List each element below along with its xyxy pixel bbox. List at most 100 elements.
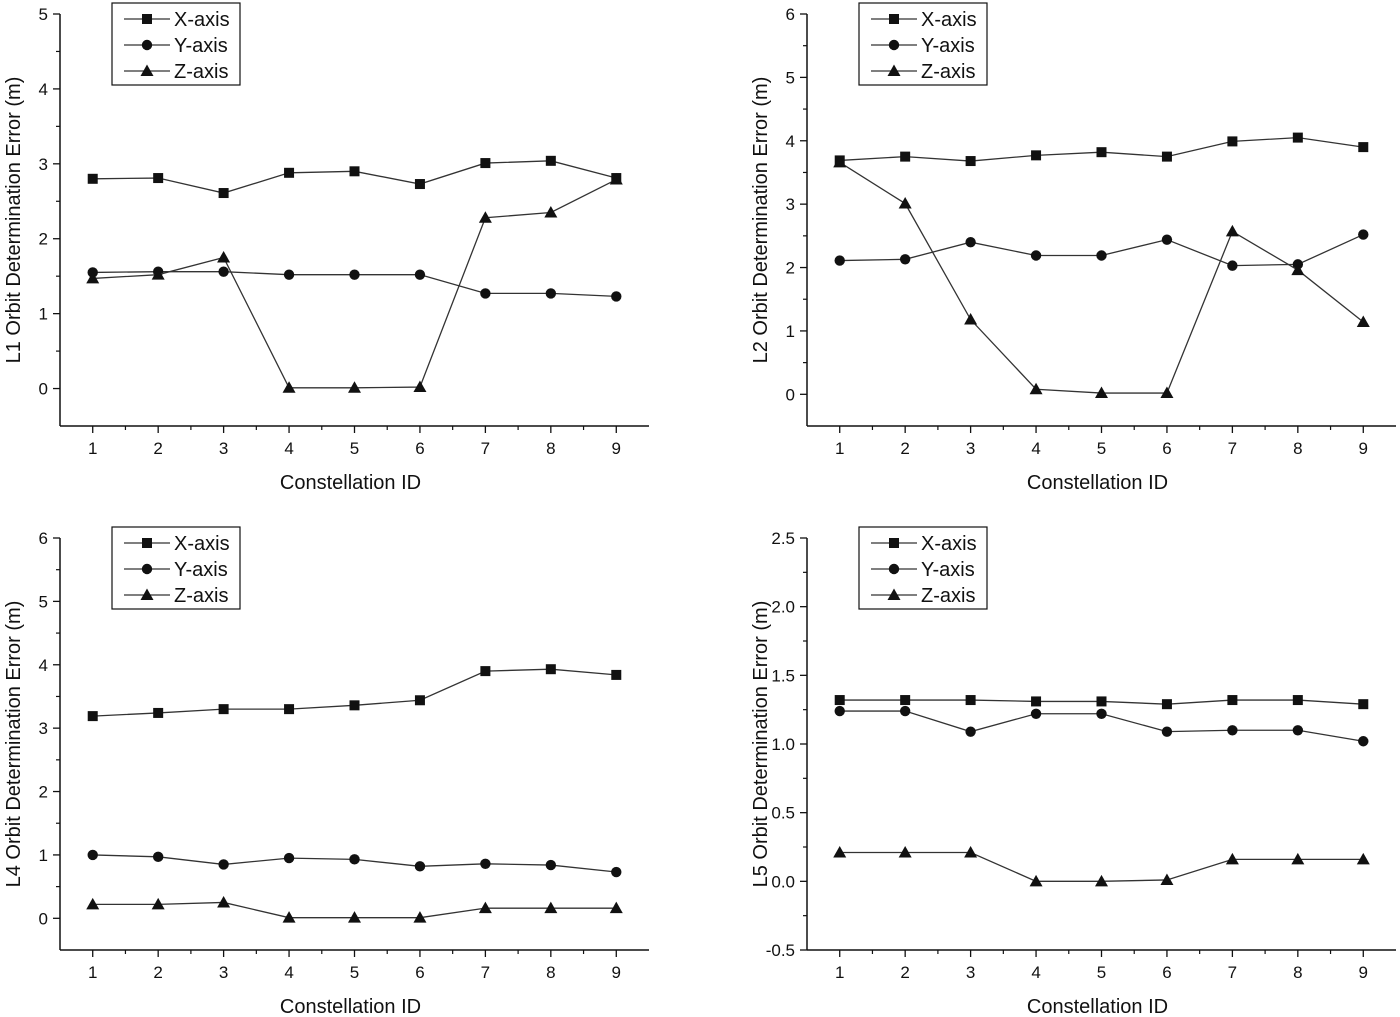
y-tick-label: 2 (786, 259, 795, 278)
x-tick-label: 2 (153, 439, 162, 458)
data-point (478, 901, 492, 914)
data-point (153, 707, 164, 718)
x-tick-label: 9 (612, 439, 621, 458)
y-tick-label: 5 (39, 592, 48, 611)
data-point (414, 861, 426, 872)
data-point (1161, 726, 1173, 737)
y-tick-label: 3 (39, 155, 48, 174)
data-point (153, 173, 164, 184)
data-point (898, 845, 912, 858)
x-tick-label: 3 (219, 439, 228, 458)
data-point (898, 197, 912, 209)
x-tick-label: 4 (1031, 963, 1040, 982)
data-point (1227, 695, 1238, 706)
legend-marker-circle (888, 39, 900, 51)
legend-label: X-axis (921, 9, 977, 31)
y-axis-label: L1 Orbit Determination Error (m) (3, 77, 25, 364)
legend-marker-circle (141, 39, 153, 51)
x-tick-label: 1 (88, 963, 97, 982)
data-point (900, 695, 911, 706)
data-point (86, 897, 100, 910)
x-tick-label: 9 (1359, 963, 1368, 982)
y-tick-label: 2 (39, 783, 48, 802)
y-tick-label: 1 (786, 322, 795, 341)
data-point (348, 381, 361, 393)
series-z-axis (86, 173, 623, 393)
x-tick-label: 6 (415, 439, 424, 458)
data-point (1291, 263, 1305, 276)
legend-label: Y-axis (174, 35, 228, 57)
x-tick-label: 5 (1097, 439, 1106, 458)
data-point (480, 158, 491, 169)
y-axis-label: L4 Orbit Determination Error (m) (3, 601, 25, 888)
data-point (217, 250, 231, 263)
data-point (1292, 695, 1303, 706)
x-tick-label: 5 (350, 963, 359, 982)
x-axis-label: Constellation ID (1027, 996, 1168, 1017)
data-point (609, 901, 623, 914)
data-point (611, 291, 622, 302)
data-point (1291, 852, 1305, 865)
legend-label: Z-axis (174, 585, 228, 607)
x-axis-label: Constellation ID (280, 996, 421, 1017)
series-y-axis (834, 705, 1369, 747)
data-point (1358, 699, 1369, 710)
data-point (1358, 229, 1369, 240)
data-point (834, 255, 845, 266)
data-point (964, 313, 978, 325)
data-point (609, 173, 623, 185)
data-point (283, 852, 295, 864)
x-tick-label: 4 (1031, 439, 1040, 458)
x-tick-label: 8 (546, 439, 555, 458)
legend-label: Y-axis (174, 559, 228, 581)
data-point (1161, 699, 1172, 710)
data-point (348, 911, 361, 923)
data-point (282, 911, 296, 923)
legend-marker-square (889, 538, 899, 548)
legend-label: Z-axis (174, 61, 228, 83)
series-line (839, 233, 1364, 267)
x-tick-label: 7 (481, 439, 490, 458)
x-tick-label: 4 (284, 963, 293, 982)
data-point (413, 380, 427, 393)
x-tick-label: 8 (546, 963, 555, 982)
data-point (349, 854, 360, 865)
data-point (349, 166, 360, 177)
data-point (283, 269, 295, 280)
data-point (965, 236, 976, 248)
legend-marker-triangle (887, 588, 901, 600)
data-point (1161, 151, 1172, 162)
y-tick-label: 2 (39, 230, 48, 249)
data-point (900, 151, 911, 162)
data-point (349, 269, 360, 280)
data-point (480, 666, 491, 677)
series-y-axis (834, 229, 1369, 271)
data-point (1292, 725, 1304, 736)
data-point (1292, 132, 1303, 143)
y-tick-label: 4 (39, 80, 48, 99)
data-point (611, 669, 622, 680)
legend: X-axis Y-axis Z-axis (111, 2, 241, 86)
legend-label: Z-axis (921, 585, 975, 607)
x-tick-label: 9 (612, 963, 621, 982)
legend-marker-triangle (140, 64, 154, 76)
data-point (1161, 234, 1173, 245)
data-point (282, 381, 296, 393)
x-tick-label: 4 (284, 439, 293, 458)
data-point (218, 266, 229, 277)
data-point (833, 845, 847, 858)
data-point (1030, 250, 1042, 261)
x-tick-label: 3 (966, 963, 975, 982)
series-z-axis (833, 845, 1370, 887)
data-point (284, 167, 295, 178)
data-point (1029, 874, 1043, 887)
x-tick-label: 6 (415, 963, 424, 982)
subplot-4: -0.5 0.0 0.5 1.0 1.5 2.0 2.5 1 2 3 4 5 6 7 8 9 Constella… (750, 526, 1396, 1017)
y-tick-label: 5 (786, 68, 795, 87)
data-point (480, 858, 491, 869)
data-point (349, 700, 360, 711)
x-tick-label: 7 (1228, 439, 1237, 458)
y-tick-label: 1.5 (771, 666, 795, 685)
data-point (834, 695, 845, 706)
data-point (1160, 873, 1174, 885)
